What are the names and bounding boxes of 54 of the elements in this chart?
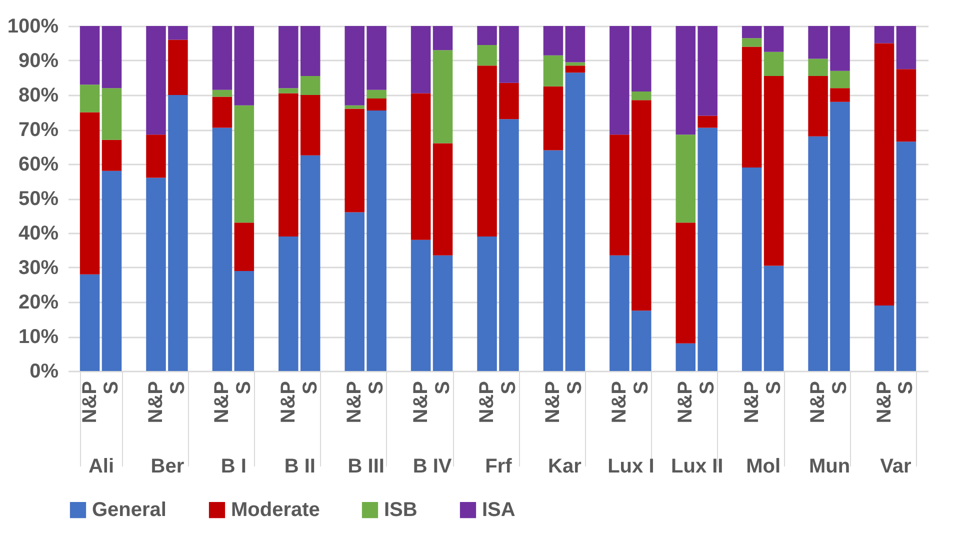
- x-tick-label: N&P: [476, 381, 498, 424]
- x-tick-label: N&P: [873, 381, 896, 424]
- text: Mun: [808, 456, 850, 478]
- text: B I: [220, 456, 246, 478]
- x-tick-label: S: [895, 381, 918, 394]
- x-tick-label: N&P: [674, 381, 697, 424]
- x-tick-label: N&P: [608, 381, 630, 424]
- y-tick-label: 60%: [18, 154, 59, 176]
- text: B IV: [412, 456, 452, 478]
- text: Ali: [88, 456, 114, 478]
- y-tick-label: 10%: [18, 326, 59, 348]
- text: Ber: [150, 456, 184, 478]
- legend-label: Moderate: [231, 499, 320, 521]
- x-tick-label: S: [829, 381, 851, 394]
- y-tick-label: 70%: [18, 119, 59, 141]
- text: Lux II: [670, 456, 724, 478]
- text: B III: [348, 456, 384, 478]
- text: Kar: [548, 456, 582, 478]
- x-tick-label: S: [762, 381, 785, 394]
- x-tick-label: S: [498, 381, 520, 394]
- text: B II: [284, 456, 316, 478]
- x-tick-label: N&P: [410, 381, 432, 424]
- x-tick-label: S: [564, 381, 586, 394]
- x-tick-label: N&P: [277, 381, 300, 424]
- x-tick-label: S: [366, 381, 388, 394]
- x-tick-label: S: [233, 381, 256, 394]
- x-tick-label: N&P: [78, 381, 101, 424]
- y-tick-label: 0%: [30, 360, 59, 382]
- x-tick-label: S: [696, 381, 719, 394]
- x-tick-label: S: [432, 381, 454, 394]
- legend-label: ISB: [384, 499, 418, 521]
- y-tick-label: 80%: [18, 84, 59, 106]
- x-tick-label: S: [100, 381, 123, 394]
- x-tick-label: N&P: [542, 381, 564, 424]
- y-tick-label: 20%: [18, 292, 59, 314]
- x-tick-label: N&P: [344, 381, 366, 424]
- y-tick-label: 40%: [18, 222, 59, 244]
- x-tick-label: S: [166, 381, 189, 394]
- x-tick-label: N&P: [740, 381, 763, 424]
- y-tick-label: 30%: [18, 257, 59, 279]
- y-tick-label: 50%: [18, 188, 59, 210]
- legend-label: ISA: [482, 499, 516, 521]
- text: Mol: [746, 456, 781, 478]
- text: Lux I: [608, 456, 654, 478]
- x-tick-label: S: [299, 381, 322, 394]
- legend-label: General: [92, 499, 166, 521]
- y-tick-label: 100%: [7, 16, 59, 38]
- y-tick-label: 90%: [18, 50, 59, 72]
- x-tick-label: N&P: [807, 381, 830, 424]
- text: Var: [880, 456, 912, 478]
- x-tick-label: S: [630, 381, 652, 394]
- x-tick-label: N&P: [145, 381, 167, 424]
- x-tick-label: N&P: [211, 381, 234, 424]
- text: Frf: [485, 456, 512, 478]
